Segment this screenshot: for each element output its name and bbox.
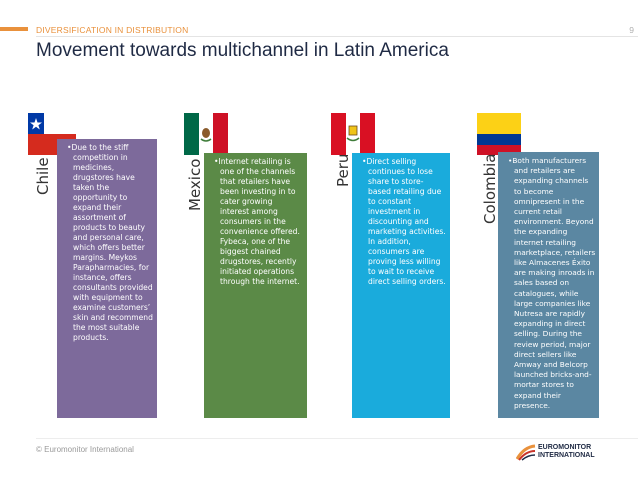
section-label: DIVERSIFICATION IN DISTRIBUTION [36, 25, 189, 35]
panel-text-colombia: •Both manufacturers and retailers are ex… [498, 152, 599, 418]
panel-peru: Peru •Direct selling continues to lose s… [331, 113, 453, 418]
copyright: © Euromonitor International [36, 445, 134, 454]
logo-wordmark: EUROMONITOR INTERNATIONAL [538, 444, 595, 460]
footer-divider [36, 438, 638, 439]
logo-line-2: INTERNATIONAL [538, 452, 595, 459]
panel-mexico: Mexico •Internet retailing is one of the… [184, 113, 309, 418]
panel-text-mexico: •Internet retailing is one of the channe… [204, 153, 307, 418]
accent-bar [0, 27, 28, 31]
logo-line-1: EUROMONITOR [538, 444, 592, 451]
country-label-colombia: Colombia [481, 153, 499, 225]
page-number: 9 [629, 25, 634, 35]
bullet-text: •Direct selling continues to lose share … [362, 157, 446, 286]
bullet-text: •Due to the stiff competition in medicin… [67, 143, 153, 342]
panel-text-chile: •Due to the stiff competition in medicin… [57, 139, 157, 418]
peru-flag-icon [331, 113, 375, 155]
country-label-chile: Chile [34, 157, 52, 195]
slide-title: Movement towards multichannel in Latin A… [36, 40, 449, 61]
panel-text-peru: •Direct selling continues to lose share … [352, 153, 450, 418]
euromonitor-logo: EUROMONITOR INTERNATIONAL [516, 442, 616, 462]
panel-chile: Chile •Due to the stiff competition in m… [28, 113, 158, 418]
bullet-text: •Internet retailing is one of the channe… [214, 157, 300, 286]
header-divider [36, 36, 638, 37]
country-label-mexico: Mexico [186, 158, 204, 211]
colombia-flag-icon [477, 113, 521, 155]
bullet-text: •Both manufacturers and retailers are ex… [508, 156, 596, 410]
logo-mark-icon [516, 444, 536, 461]
mexico-flag-icon [184, 113, 228, 155]
panel-colombia: Colombia •Both manufacturers and retaile… [477, 113, 601, 418]
country-label-peru: Peru [334, 153, 352, 187]
